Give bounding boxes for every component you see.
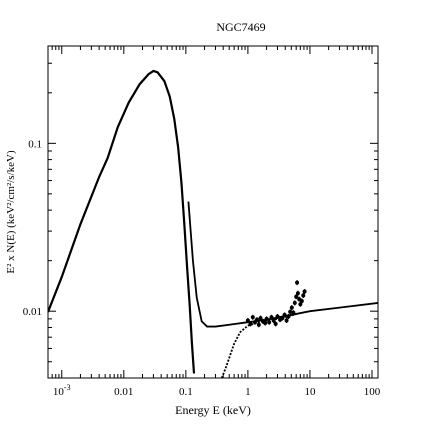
data-point — [273, 321, 278, 326]
data-point — [284, 318, 289, 323]
blackbody-curve-line — [48, 69, 196, 373]
series-group — [48, 69, 378, 378]
curve-sample — [192, 371, 195, 374]
curve-sample — [190, 341, 193, 344]
x-tick-label: 0.1 — [179, 386, 193, 398]
data-point — [264, 316, 269, 321]
data-point — [269, 315, 274, 320]
data-point — [286, 314, 291, 319]
curve-sample — [177, 146, 180, 149]
data-point — [275, 314, 280, 319]
x-tick-label: 0.01 — [114, 386, 133, 398]
axis-ticks — [47, 46, 378, 379]
data-point — [288, 309, 293, 314]
data-point — [271, 318, 276, 323]
curve-sample — [186, 267, 189, 270]
data-point — [289, 305, 294, 310]
data-point — [280, 316, 285, 321]
data-point — [295, 291, 300, 296]
data-point — [267, 320, 272, 325]
y-tick-labels: 0.01 0.1 — [23, 138, 42, 318]
curve-sample — [180, 182, 183, 185]
total-model-line — [187, 201, 378, 328]
curve-sample — [183, 225, 186, 228]
data-point — [282, 312, 287, 317]
data-point — [245, 318, 250, 323]
x-tick-label: 100 — [364, 386, 381, 398]
data-point — [258, 316, 263, 321]
curve-sample — [188, 303, 191, 306]
x-tick-label: 10 — [304, 386, 316, 398]
x-tick-label: 10-3 — [53, 383, 71, 398]
data-point — [248, 321, 253, 326]
data-point — [292, 300, 297, 305]
data-marks — [48, 69, 378, 378]
data-point — [295, 280, 300, 285]
y-axis-label: E² x N(E) (keV²/cm²/s/keV) — [5, 150, 17, 274]
data-point — [263, 321, 268, 326]
data-point — [301, 293, 306, 298]
chart-title: NGC7469 — [216, 20, 265, 34]
x-axis-label: Energy E (keV) — [175, 403, 251, 417]
y-tick-label: 0.1 — [28, 138, 42, 150]
data-point — [254, 317, 259, 322]
x-tick-labels: 10-3 0.01 0.1 1 10 100 — [53, 383, 381, 398]
data-point — [302, 289, 307, 294]
y-tick-label: 0.01 — [23, 306, 42, 318]
data-point — [250, 315, 255, 320]
data-point — [294, 294, 299, 299]
data-point — [299, 299, 304, 304]
data-point — [291, 310, 296, 315]
data-point — [256, 322, 261, 327]
plot-frame — [47, 45, 379, 379]
x-tick-label: 1 — [245, 386, 251, 398]
